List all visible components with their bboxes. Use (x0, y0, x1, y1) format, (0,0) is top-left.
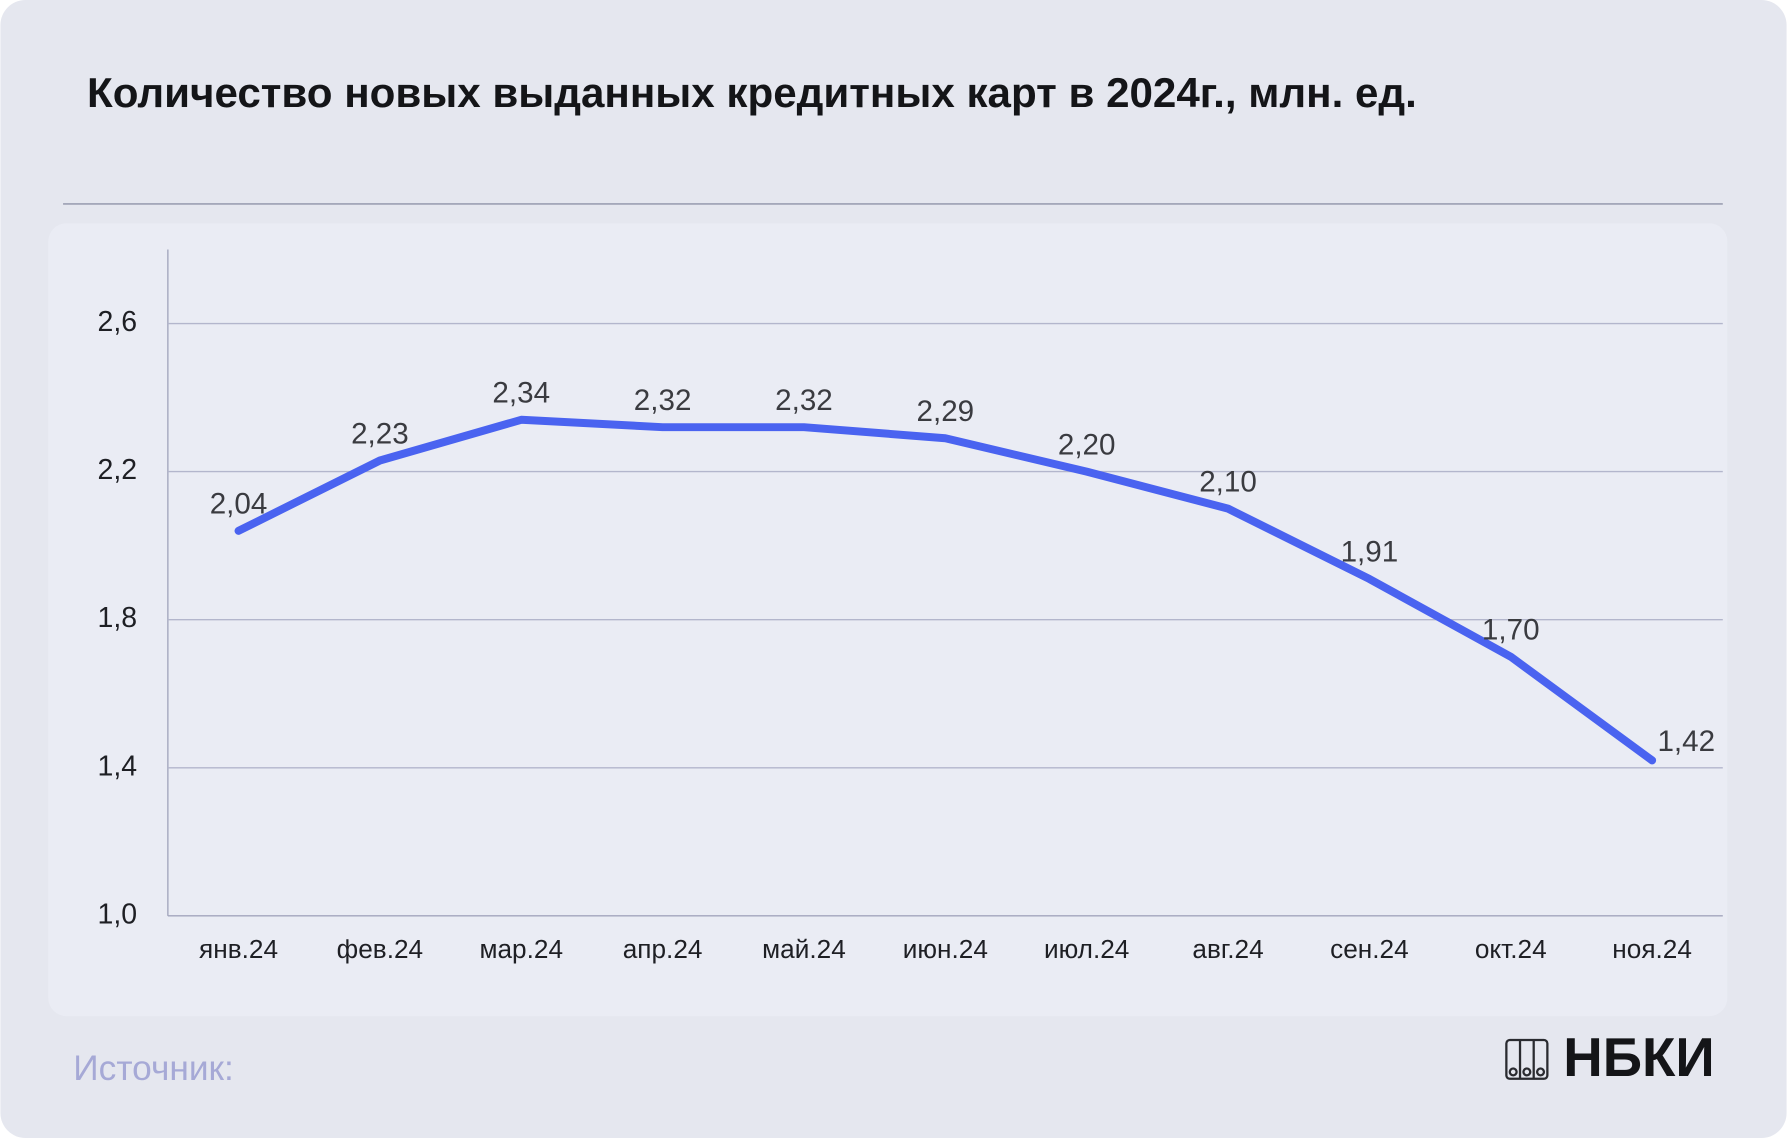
x-tick-label: сен.24 (1330, 934, 1409, 964)
value-label: 2,34 (492, 377, 550, 410)
x-tick-label: июл.24 (1044, 934, 1129, 964)
y-tick-label: 2,6 (98, 306, 138, 338)
line (234, 415, 1657, 765)
x-tick-label: окт.24 (1475, 934, 1547, 964)
y-tick-label: 1,4 (98, 750, 138, 782)
y-tick-label: 1,8 (98, 602, 138, 634)
x-tick-label: июн.24 (903, 934, 988, 964)
logo: НБКИ (1563, 1027, 1714, 1088)
value-label: 2,20 (1058, 428, 1116, 461)
y-tick-label: 2,2 (98, 454, 138, 486)
value-label: 1,91 (1341, 536, 1399, 569)
value-label: 2,32 (775, 384, 833, 417)
value-label: 2,10 (1199, 465, 1257, 498)
x-tick-label: май.24 (762, 934, 846, 964)
value-label: 2,29 (917, 395, 975, 428)
x-tick-label: мар.24 (479, 934, 563, 964)
value-label: 1,42 (1657, 725, 1715, 758)
logo-icon (1505, 1038, 1549, 1080)
chart-title: Количество новых выданных кредитных карт… (87, 69, 1417, 116)
x-tick-label: ноя.24 (1612, 934, 1692, 964)
x-tick-label: авг.24 (1192, 934, 1263, 964)
value-label: 2,23 (351, 417, 409, 450)
source: Источник: (73, 1049, 234, 1088)
value-label: 2,32 (634, 384, 692, 417)
x-tick-label: фев.24 (337, 934, 423, 964)
value-label: 2,04 (210, 488, 268, 521)
x-tick-label: апр.24 (623, 934, 703, 964)
x-tick-label: янв.24 (199, 934, 278, 964)
value-label: 1,70 (1482, 613, 1540, 646)
y-tick-label: 1,0 (98, 898, 138, 930)
